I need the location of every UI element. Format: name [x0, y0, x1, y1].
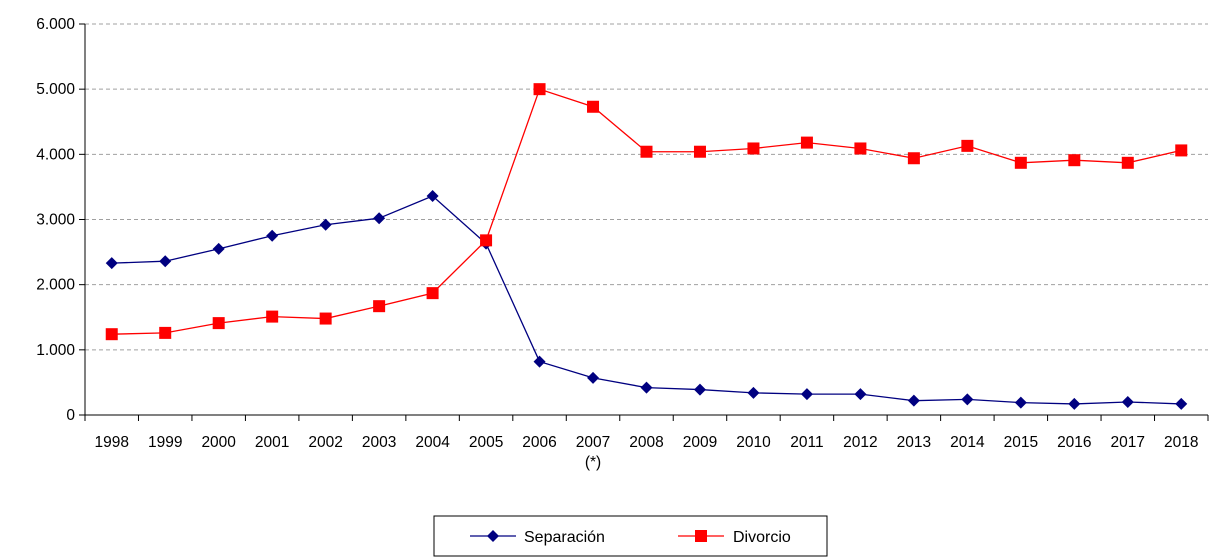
- x-tick-note: (*): [585, 454, 601, 471]
- data-point-divorcio: [426, 287, 439, 300]
- x-tick-label: 2017: [1111, 434, 1145, 451]
- data-point-separacion: [1121, 395, 1134, 408]
- x-tick-label: 2000: [201, 434, 236, 451]
- data-point-divorcio: [907, 152, 920, 165]
- data-point-divorcio: [212, 317, 225, 330]
- data-point-divorcio: [800, 136, 813, 149]
- x-tick-label: 2005: [469, 434, 503, 451]
- y-tick-label: 5.000: [36, 81, 75, 98]
- y-tick-label: 1.000: [36, 342, 75, 359]
- legend: Separación Divorcio: [433, 515, 828, 557]
- data-point-separacion: [800, 388, 813, 401]
- x-tick-label: 1998: [94, 434, 128, 451]
- x-tick-label: 2004: [415, 434, 450, 451]
- y-tick-label: 2.000: [36, 277, 75, 294]
- x-axis-ticks: 1998 1999 2000 2001 2002 2003 2004 2005 2006 2007…: [84, 415, 1209, 471]
- data-point-divorcio: [105, 328, 118, 341]
- series-line-separacion: [111, 195, 1182, 405]
- data-point-separacion: [1014, 396, 1027, 409]
- x-tick-label: 2012: [843, 434, 877, 451]
- x-tick-label: 1999: [148, 434, 182, 451]
- x-tick-label: 2015: [1004, 434, 1038, 451]
- x-tick-label: 2011: [790, 434, 823, 451]
- data-point-divorcio: [480, 234, 493, 247]
- series-group: [105, 83, 1188, 410]
- x-tick-label: 2014: [950, 434, 985, 451]
- x-tick-label: 2013: [897, 434, 931, 451]
- y-tick-label: 3.000: [36, 212, 75, 229]
- data-point-divorcio: [1068, 154, 1081, 167]
- data-point-separacion: [105, 257, 118, 270]
- y-tick-label: 6.000: [36, 16, 75, 33]
- data-point-separacion: [373, 212, 386, 225]
- x-tick-label: 2003: [362, 434, 396, 451]
- series-separacion: [105, 190, 1188, 410]
- data-point-separacion: [159, 255, 172, 268]
- series-divorcio: [105, 83, 1188, 341]
- data-point-separacion: [426, 190, 439, 203]
- x-tick-label: 2008: [629, 434, 663, 451]
- series-line-divorcio: [111, 88, 1182, 335]
- legend-swatch-marker-divorcio: [695, 530, 707, 542]
- data-point-separacion: [907, 394, 920, 407]
- data-point-separacion: [587, 371, 600, 384]
- x-tick-label: 2007: [576, 434, 610, 451]
- data-point-separacion: [747, 386, 760, 399]
- data-point-divorcio: [533, 83, 546, 96]
- data-point-separacion: [961, 393, 974, 406]
- x-tick-label: 2001: [255, 434, 289, 451]
- x-tick-label: 2009: [683, 434, 717, 451]
- data-point-divorcio: [1014, 156, 1027, 169]
- x-tick-label: 2006: [522, 434, 556, 451]
- data-point-separacion: [640, 381, 653, 394]
- x-tick-label: 2002: [308, 434, 342, 451]
- legend-swatch-marker-separacion: [487, 530, 499, 542]
- data-point-separacion: [854, 388, 867, 401]
- data-point-divorcio: [319, 312, 332, 325]
- data-point-divorcio: [854, 142, 867, 155]
- data-point-separacion: [319, 218, 332, 231]
- data-point-divorcio: [1175, 144, 1188, 157]
- x-tick-label: 2016: [1057, 434, 1091, 451]
- data-point-separacion: [266, 229, 279, 242]
- data-point-divorcio: [961, 139, 974, 152]
- data-point-separacion: [1175, 397, 1188, 410]
- data-point-divorcio: [640, 145, 653, 158]
- data-point-divorcio: [373, 300, 386, 313]
- data-point-separacion: [533, 355, 546, 368]
- data-point-separacion: [1068, 397, 1081, 410]
- x-tick-label: 2018: [1164, 434, 1198, 451]
- data-point-separacion: [212, 242, 225, 255]
- y-tick-label: 0: [66, 407, 75, 424]
- legend-label-divorcio: Divorcio: [733, 529, 791, 546]
- data-point-divorcio: [266, 310, 279, 323]
- data-point-separacion: [693, 383, 706, 396]
- data-point-divorcio: [1121, 156, 1134, 169]
- data-point-divorcio: [747, 142, 760, 155]
- data-point-divorcio: [159, 326, 172, 339]
- legend-label-separacion: Separación: [524, 529, 605, 546]
- gridlines: [85, 23, 1208, 351]
- x-tick-label: 2010: [736, 434, 771, 451]
- data-point-divorcio: [693, 145, 706, 158]
- y-tick-label: 4.000: [36, 146, 75, 163]
- y-axis-ticks: 0 1.000 2.000 3.000 4.000 5.000 6.000: [36, 16, 85, 424]
- data-point-divorcio: [587, 100, 600, 113]
